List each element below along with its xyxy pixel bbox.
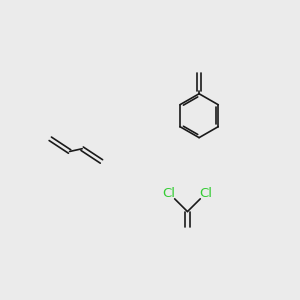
Text: Cl: Cl (162, 187, 176, 200)
Text: Cl: Cl (200, 187, 213, 200)
